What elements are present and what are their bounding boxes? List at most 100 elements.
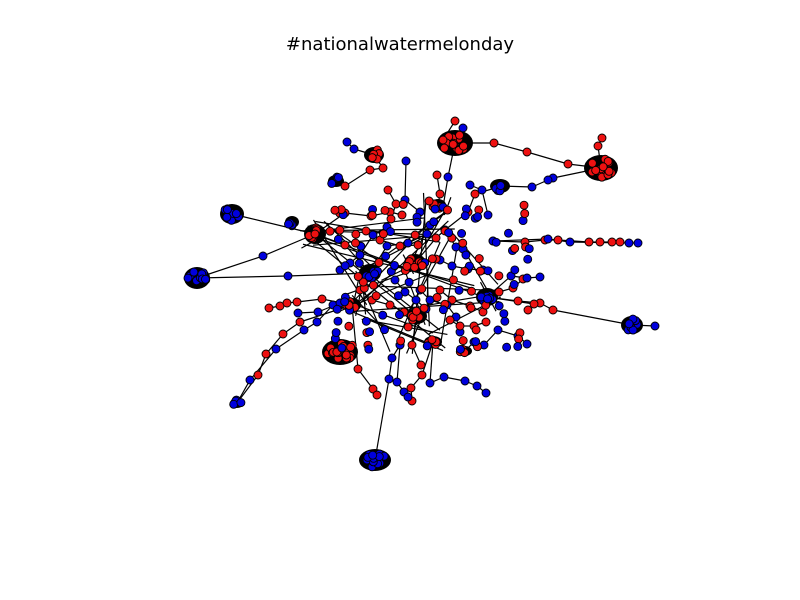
- graph-node-blue: [513, 342, 523, 351]
- graph-node-red: [372, 390, 382, 400]
- graph-node-red: [335, 225, 345, 235]
- graph-node-blue: [455, 344, 465, 354]
- graph-node-blue: [454, 285, 464, 295]
- graph-edge: [196, 275, 289, 279]
- graph-node-blue: [355, 250, 365, 260]
- graph-node-red: [460, 266, 470, 276]
- graph-node-red: [438, 135, 448, 145]
- graph-node-red: [295, 317, 305, 327]
- graph-node-red: [410, 262, 419, 272]
- graph-node-red: [458, 336, 468, 346]
- graph-node-red: [330, 205, 340, 215]
- graph-node-red: [358, 277, 368, 287]
- graph-node-red: [603, 156, 613, 166]
- graph-node-red: [604, 166, 614, 176]
- graph-node-blue: [483, 266, 493, 276]
- graph-node-blue: [628, 325, 638, 335]
- graph-node-blue: [342, 137, 352, 147]
- node-cluster: [229, 395, 246, 409]
- graph-node-blue: [340, 261, 350, 271]
- graph-node-blue: [299, 325, 309, 335]
- graph-title: #nationalwatermelonday: [285, 34, 515, 55]
- node-cluster: [220, 204, 244, 225]
- graph-node-blue: [403, 238, 413, 248]
- graph-node-blue: [236, 398, 246, 408]
- graph-node-red: [563, 159, 573, 169]
- graph-node-red: [595, 237, 605, 247]
- graph-node-blue: [624, 238, 634, 248]
- graph-node-blue: [401, 156, 411, 166]
- graph-node-blue: [543, 234, 553, 244]
- graph-node-blue: [381, 251, 391, 261]
- graph-node-blue: [183, 273, 193, 283]
- node-cluster: [359, 264, 383, 283]
- graph-node-red: [380, 205, 390, 215]
- graph-node-red: [448, 139, 458, 149]
- graph-node-red: [367, 210, 377, 220]
- graph-node-blue: [425, 378, 435, 388]
- graph-node-blue: [387, 353, 397, 363]
- graph-edge: [439, 244, 459, 346]
- graph-node-blue: [439, 372, 449, 382]
- graph-node-red: [448, 275, 458, 285]
- graph-node-red: [361, 226, 371, 236]
- graph-node-red: [553, 235, 563, 245]
- graph-node-red: [548, 305, 558, 315]
- graph-edge: [411, 197, 427, 354]
- graph-edge: [552, 309, 633, 326]
- graph-node-blue: [201, 274, 210, 284]
- graph-node-red: [494, 287, 504, 297]
- graph-node-red: [351, 238, 360, 248]
- graph-node-red: [406, 383, 416, 393]
- graph-node-blue: [404, 277, 414, 287]
- graph-node-red: [386, 214, 396, 224]
- graph-node-blue: [231, 209, 241, 219]
- graph-node-blue: [422, 341, 432, 351]
- graph-node-red: [253, 370, 263, 380]
- graph-node-blue: [461, 250, 471, 260]
- graph-node-red: [459, 141, 468, 151]
- graph-node-blue: [245, 375, 255, 385]
- graph-edge: [493, 142, 528, 153]
- graph-node-red: [523, 305, 533, 315]
- graph-node-red: [391, 199, 401, 209]
- graph-node-red: [340, 181, 350, 191]
- graph-edge: [344, 169, 371, 187]
- graph-node-red: [374, 258, 384, 268]
- graph-node-red: [317, 294, 327, 304]
- graph-node-red: [607, 237, 617, 247]
- graph-node-blue: [400, 287, 410, 297]
- graph-node-red: [417, 370, 427, 380]
- graph-node-red: [353, 364, 363, 374]
- graph-node-blue: [509, 280, 519, 289]
- graph-edge: [351, 304, 359, 370]
- graph-node-red: [470, 189, 480, 199]
- graph-edge: [526, 151, 569, 165]
- graph-node-blue: [491, 237, 501, 247]
- graph-node-red: [417, 284, 427, 294]
- graph-node-red: [365, 165, 375, 175]
- graph-node-blue: [284, 219, 293, 229]
- graph-node-red: [481, 317, 491, 327]
- graph-node-red: [489, 138, 499, 148]
- graph-node-blue: [390, 275, 400, 285]
- graph-node-blue: [422, 229, 432, 239]
- graph-node-red: [398, 199, 408, 209]
- graph-node-blue: [524, 244, 534, 254]
- graph-node-blue: [650, 321, 660, 331]
- graph-node-blue: [510, 265, 520, 275]
- graph-node-red: [346, 342, 356, 352]
- graph-node-blue: [331, 328, 341, 338]
- graph-node-blue: [333, 173, 343, 182]
- graph-edge: [396, 344, 401, 383]
- graph-node-red: [340, 240, 350, 250]
- graph-node-blue: [535, 272, 545, 282]
- graph-node-blue: [460, 376, 470, 386]
- node-cluster: [621, 314, 643, 335]
- graph-node-blue: [271, 344, 281, 354]
- graph-node-red: [435, 189, 445, 199]
- graph-node-blue: [523, 254, 533, 264]
- graph-node-red: [413, 240, 423, 250]
- graph-node-red: [416, 360, 426, 370]
